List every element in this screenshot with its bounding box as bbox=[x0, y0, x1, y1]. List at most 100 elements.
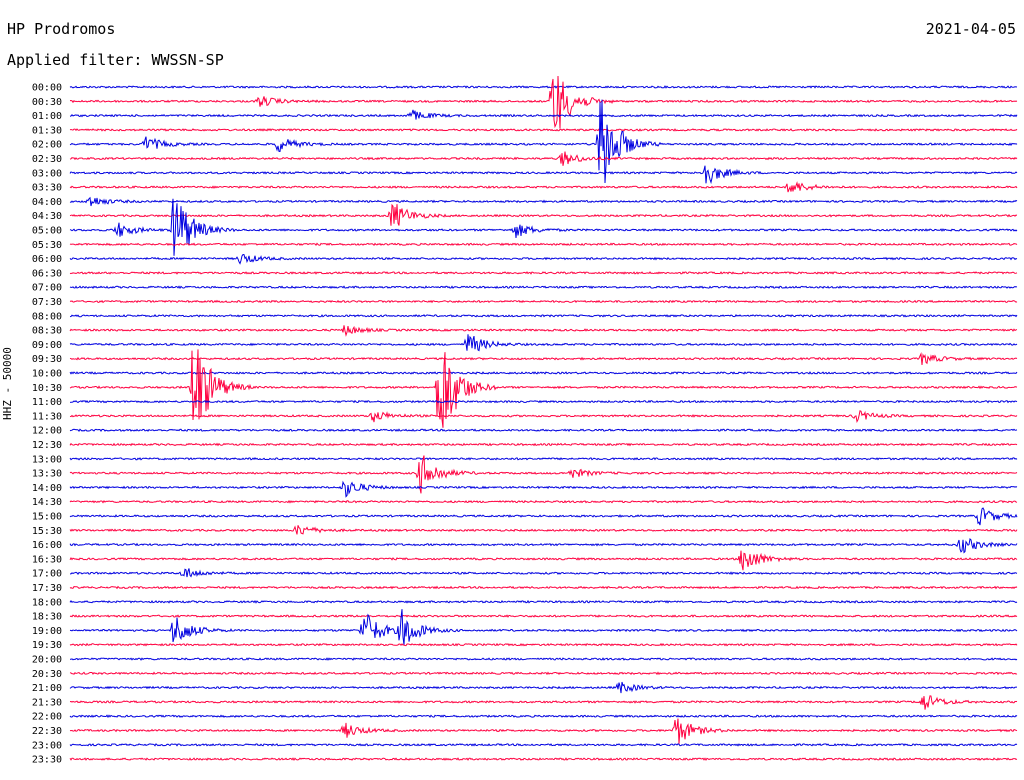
seismic-trace bbox=[69, 599, 1018, 604]
seismic-trace bbox=[69, 349, 1018, 428]
time-label: 13:00 bbox=[32, 454, 62, 465]
seismic-trace bbox=[69, 428, 1018, 433]
seismic-trace bbox=[69, 299, 1018, 304]
seismic-trace bbox=[69, 681, 1017, 694]
seismic-trace bbox=[69, 371, 1018, 375]
seismic-trace bbox=[69, 242, 1018, 247]
station-title: HP Prodromos bbox=[7, 20, 116, 38]
seismic-trace bbox=[69, 671, 1018, 676]
time-label: 15:00 bbox=[32, 512, 62, 523]
time-label: 08:30 bbox=[32, 326, 62, 337]
seismic-trace bbox=[69, 325, 1018, 337]
time-label: 06:00 bbox=[32, 254, 62, 265]
time-label: 12:00 bbox=[32, 426, 62, 437]
time-label: 14:30 bbox=[32, 497, 62, 508]
time-label: 17:30 bbox=[32, 583, 62, 594]
time-label: 20:30 bbox=[32, 669, 62, 680]
seismic-trace bbox=[69, 538, 1018, 554]
time-label: 01:30 bbox=[32, 125, 62, 136]
seismic-trace bbox=[69, 198, 1018, 256]
seismic-trace bbox=[69, 196, 1018, 207]
seismic-trace bbox=[69, 410, 1018, 423]
time-label: 16:30 bbox=[32, 554, 62, 565]
seismic-trace bbox=[69, 714, 1018, 719]
time-label: 10:00 bbox=[32, 369, 62, 380]
seismic-trace bbox=[69, 75, 1018, 129]
seismic-trace bbox=[69, 550, 1018, 571]
time-label: 06:30 bbox=[32, 268, 62, 279]
seismic-trace bbox=[69, 99, 1018, 184]
seismic-trace bbox=[69, 165, 1018, 185]
time-label: 07:00 bbox=[32, 283, 62, 294]
time-label: 09:00 bbox=[32, 340, 62, 351]
seismic-trace bbox=[69, 457, 1018, 461]
time-label: 03:00 bbox=[32, 168, 62, 179]
time-label: 12:30 bbox=[32, 440, 62, 451]
seismic-trace bbox=[69, 314, 1018, 318]
time-label: 15:30 bbox=[32, 526, 62, 537]
seismic-trace bbox=[69, 334, 1018, 352]
time-label: 05:30 bbox=[32, 240, 62, 251]
seismic-trace bbox=[69, 609, 1018, 646]
seismic-trace bbox=[69, 85, 1018, 89]
seismic-trace bbox=[69, 399, 1018, 404]
time-label: 22:30 bbox=[32, 726, 62, 737]
seismic-trace bbox=[69, 181, 1018, 193]
time-label: 21:30 bbox=[32, 697, 62, 708]
seismic-trace bbox=[69, 742, 1018, 747]
seismic-trace bbox=[69, 285, 1018, 290]
seismic-trace bbox=[69, 455, 1018, 494]
time-label: 16:00 bbox=[32, 540, 62, 551]
time-label: 22:00 bbox=[32, 712, 62, 723]
seismic-trace bbox=[69, 109, 1018, 120]
seismic-trace bbox=[69, 718, 1018, 744]
seismic-trace bbox=[70, 568, 1018, 578]
filter-label: Applied filter: WWSSN-SP bbox=[7, 51, 224, 69]
time-label: 00:00 bbox=[32, 83, 62, 94]
time-label: 02:30 bbox=[32, 154, 62, 165]
time-label: 08:00 bbox=[32, 311, 62, 322]
seismic-trace bbox=[69, 151, 1018, 166]
seismic-trace bbox=[69, 203, 1018, 226]
time-label: 03:30 bbox=[32, 183, 62, 194]
time-label: 18:30 bbox=[32, 612, 62, 623]
time-label: 05:00 bbox=[32, 226, 62, 237]
time-label: 01:00 bbox=[32, 111, 62, 122]
time-label: 17:00 bbox=[32, 569, 62, 580]
seismic-trace bbox=[69, 507, 1018, 526]
seismic-trace bbox=[69, 525, 1018, 535]
seismic-trace bbox=[69, 642, 1018, 647]
time-label: 04:00 bbox=[32, 197, 62, 208]
time-label: 00:30 bbox=[32, 97, 62, 108]
seismic-trace bbox=[69, 480, 1018, 498]
seismic-trace bbox=[69, 499, 1018, 504]
seismic-trace bbox=[69, 271, 1018, 275]
seismic-trace bbox=[70, 657, 1018, 661]
time-label: 07:30 bbox=[32, 297, 62, 308]
time-label: 23:00 bbox=[32, 740, 62, 751]
seismic-trace bbox=[69, 253, 1018, 265]
time-label: 18:00 bbox=[32, 597, 62, 608]
time-label: 02:00 bbox=[32, 140, 62, 151]
time-label: 11:00 bbox=[32, 397, 62, 408]
time-label: 21:00 bbox=[32, 683, 62, 694]
seismic-trace bbox=[69, 695, 1018, 710]
time-label: 19:00 bbox=[32, 626, 62, 637]
seismic-trace bbox=[69, 614, 1018, 618]
date-label: 2021-04-05 bbox=[925, 20, 1016, 38]
time-label: 11:30 bbox=[32, 411, 62, 422]
time-label: 10:30 bbox=[32, 383, 62, 394]
seismic-trace bbox=[69, 352, 1018, 365]
time-label: 20:00 bbox=[32, 655, 62, 666]
seismic-trace bbox=[69, 757, 1018, 762]
seismic-trace bbox=[69, 128, 1018, 132]
time-label: 04:30 bbox=[32, 211, 62, 222]
time-label: 09:30 bbox=[32, 354, 62, 365]
seismic-trace bbox=[69, 585, 1018, 590]
time-label: 14:00 bbox=[32, 483, 62, 494]
seismic-trace bbox=[69, 442, 1018, 447]
time-label: 19:30 bbox=[32, 640, 62, 651]
time-label: 13:30 bbox=[32, 469, 62, 480]
time-label: 23:30 bbox=[32, 755, 62, 766]
